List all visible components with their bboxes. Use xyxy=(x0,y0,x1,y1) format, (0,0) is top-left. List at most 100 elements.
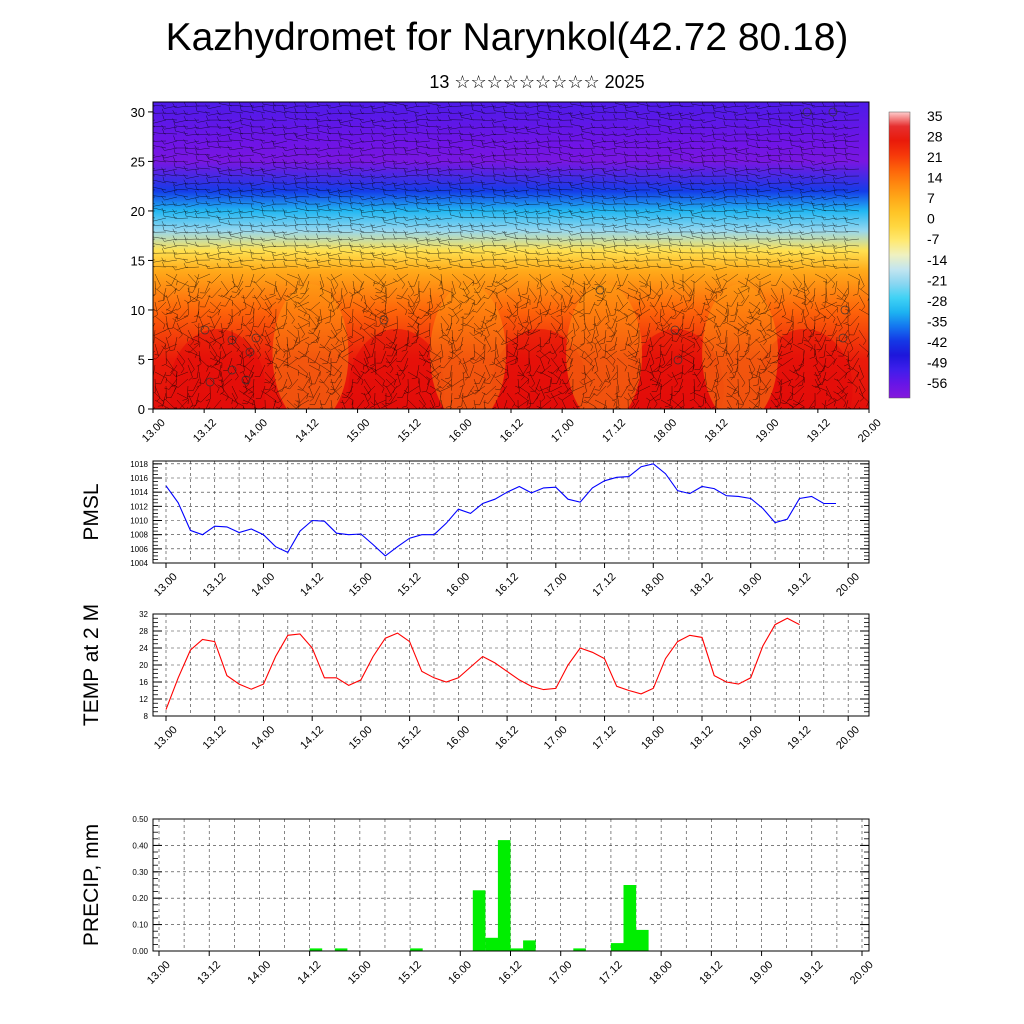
wind-barb xyxy=(505,266,519,270)
wind-barb xyxy=(813,250,827,254)
wind-barb xyxy=(542,336,552,348)
wind-barb-flag xyxy=(696,335,702,337)
wind-barb xyxy=(647,168,662,170)
wind-barb-flag xyxy=(239,198,242,204)
wind-barb xyxy=(715,273,728,281)
wind-barb-flag xyxy=(184,211,187,217)
wind-barb xyxy=(197,182,211,185)
wind-barb xyxy=(663,315,673,327)
wind-barb xyxy=(704,336,715,347)
wind-barb xyxy=(790,168,805,170)
wind-barb xyxy=(740,350,750,361)
wind-barb xyxy=(537,160,552,163)
wind-barb-flag xyxy=(162,261,165,267)
wind-barb xyxy=(204,280,211,294)
wind-barb xyxy=(670,160,684,163)
wind-barb-flag xyxy=(612,367,616,373)
wind-barb xyxy=(186,161,200,166)
wind-barb-flag xyxy=(701,253,704,259)
wind-barb xyxy=(428,266,442,269)
wind-barb-flag xyxy=(556,314,562,317)
wind-barb-flag xyxy=(448,205,451,211)
wind-barb xyxy=(726,364,735,377)
wind-barb-flag xyxy=(161,363,167,367)
wind-barb-flag xyxy=(271,251,275,256)
wind-barb-flag xyxy=(777,145,781,150)
wind-barb-flag xyxy=(162,211,165,217)
wind-barb xyxy=(781,287,785,301)
wind-barb xyxy=(307,161,321,165)
wind-barb xyxy=(737,315,747,327)
wind-barb xyxy=(610,280,618,293)
wind-barb xyxy=(670,126,684,131)
wind-barb xyxy=(803,343,816,351)
wind-barb xyxy=(771,308,783,318)
wind-barb xyxy=(747,144,761,149)
wind-barb-flag xyxy=(282,251,286,257)
wind-barb-flag xyxy=(832,200,836,206)
wind-barb-flag xyxy=(606,314,611,318)
wind-barb-flag xyxy=(755,158,759,163)
wind-barb-flag xyxy=(483,297,489,299)
wind-barb xyxy=(483,229,497,233)
wind-barb-flag xyxy=(195,197,198,203)
wind-barb xyxy=(198,357,209,368)
wind-barb xyxy=(853,322,860,336)
wind-barb-flag xyxy=(271,130,275,136)
wind-barb-flag xyxy=(624,218,627,224)
wind-barb-flag xyxy=(304,172,308,178)
wind-barb-flag xyxy=(557,251,561,256)
wind-barb xyxy=(658,266,673,269)
wind-barb xyxy=(429,357,435,371)
wind-barb xyxy=(263,172,277,177)
wind-barb-flag xyxy=(810,262,814,268)
wind-barb xyxy=(736,159,750,163)
wind-barb xyxy=(197,252,211,255)
wind-barb-flag xyxy=(240,119,242,125)
wind-barb-flag xyxy=(667,111,671,117)
wind-barb-flag xyxy=(593,304,599,306)
wind-barb-flag xyxy=(788,229,792,235)
wind-barb-flag xyxy=(612,216,616,221)
wind-barb xyxy=(646,322,651,336)
wind-barb xyxy=(405,174,420,177)
wind-barb xyxy=(411,315,420,328)
wind-barb-flag xyxy=(601,194,605,199)
wind-barb xyxy=(219,133,233,137)
wind-barb xyxy=(197,322,200,337)
wind-barb xyxy=(153,168,167,171)
wind-barb xyxy=(240,224,255,227)
wind-barb xyxy=(748,273,761,282)
wind-barb xyxy=(517,301,519,316)
wind-barb xyxy=(536,294,541,308)
wind-barb-flag xyxy=(648,297,654,299)
wind-barb-flag xyxy=(766,237,770,242)
wind-barb xyxy=(421,308,431,319)
wind-barb xyxy=(659,250,673,254)
wind-barb xyxy=(625,160,640,163)
wind-barb-flag xyxy=(360,370,366,374)
wind-barb xyxy=(440,329,451,340)
wind-barb xyxy=(636,160,651,163)
wind-barb xyxy=(241,166,255,170)
wind-barb xyxy=(208,105,222,109)
wind-barb-flag xyxy=(519,327,524,332)
wind-barb-flag xyxy=(282,221,286,227)
wind-barb xyxy=(297,301,307,313)
wind-barb-flag xyxy=(183,263,187,268)
wind-barb-flag xyxy=(172,249,176,255)
wind-barb xyxy=(373,111,387,114)
wind-barb-flag xyxy=(329,373,335,376)
wind-barb xyxy=(494,110,508,114)
wind-barb-flag xyxy=(700,151,704,157)
wind-barb xyxy=(626,266,640,271)
wind-barb-flag xyxy=(359,243,363,249)
wind-barb-flag xyxy=(535,250,539,256)
wind-barb xyxy=(286,294,299,302)
wind-barb-flag xyxy=(559,349,564,353)
wind-barb-flag xyxy=(425,359,430,364)
wind-barb xyxy=(835,224,849,228)
wind-barb xyxy=(516,249,530,254)
wind-barb-flag xyxy=(611,333,615,338)
wind-barb-flag xyxy=(218,330,224,333)
